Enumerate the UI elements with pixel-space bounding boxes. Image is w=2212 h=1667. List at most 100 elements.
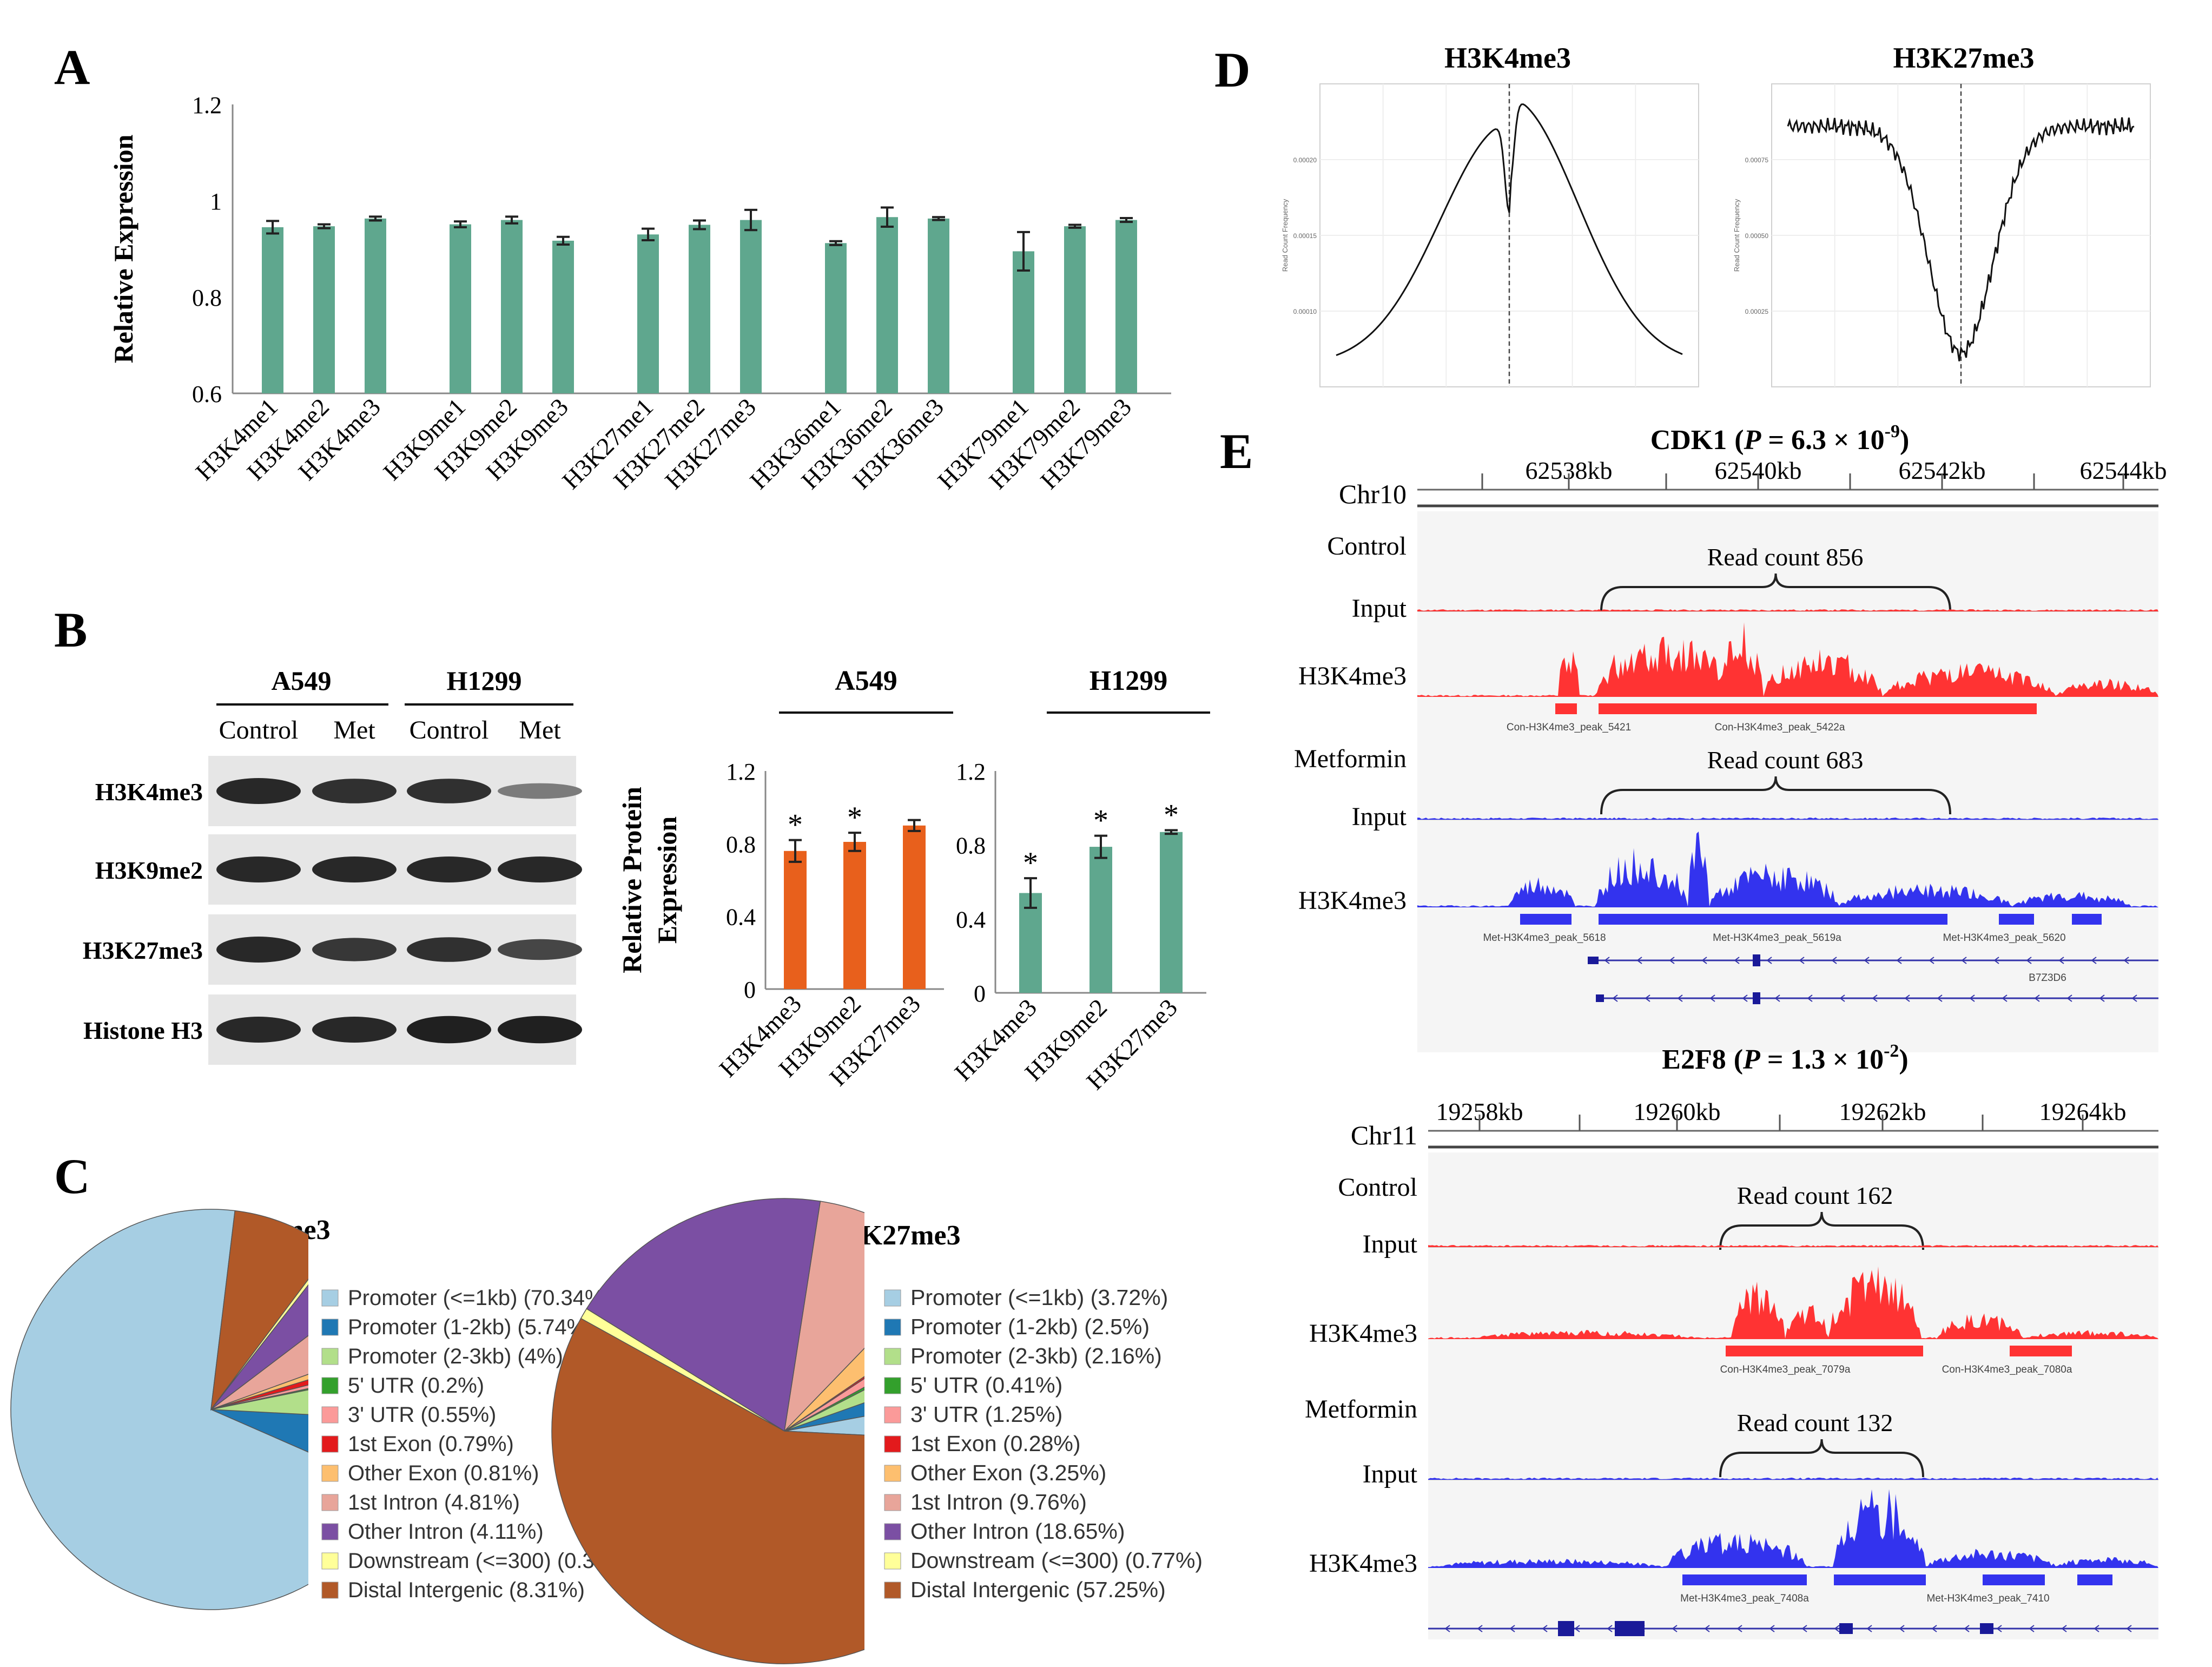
- bar: [1019, 893, 1042, 993]
- blot-condition-label: Control: [219, 716, 299, 744]
- gene-strand-arrow: [1509, 1625, 1515, 1632]
- legend-swatch: [321, 1319, 339, 1336]
- metformin-label: Metformin: [1294, 744, 1407, 773]
- pie-slice: [586, 1198, 821, 1432]
- h3k4me3-signal-metformin: [1428, 1489, 2158, 1568]
- blot-condition-label: Met: [519, 716, 561, 744]
- gene-strand-arrow: [1477, 1625, 1483, 1632]
- gene-strand-arrow: [1801, 1625, 1807, 1632]
- gene-strand-arrow: [1993, 957, 1999, 964]
- p-symbol: P: [1744, 425, 1762, 456]
- legend-label: Promoter (2-3kb) (4%): [348, 1345, 563, 1368]
- bar: [501, 220, 523, 393]
- profile-line: [1336, 103, 1683, 357]
- blot-band: [498, 856, 582, 882]
- gene-strand-arrow: [1636, 957, 1642, 964]
- legend-swatch: [321, 1552, 339, 1570]
- p-exponent: -9: [1885, 421, 1900, 442]
- chart-title: H1299: [1090, 666, 1167, 696]
- mark-label: H3K4me3: [1309, 1319, 1417, 1348]
- gene-strand-arrow: [2029, 1625, 2035, 1632]
- p-close: ): [1899, 1044, 1908, 1075]
- peak-label-metformin: Met-H3K4me3_peak_7408a: [1680, 1593, 1809, 1604]
- y-tick-label: 0: [974, 980, 986, 1007]
- significance-star: *: [1164, 798, 1179, 832]
- track-background: [1417, 511, 2158, 1052]
- gene-strand-arrow: [2026, 957, 2032, 964]
- gene-strand-arrow: [2131, 994, 2137, 1002]
- gene-strand-arrow: [2034, 994, 2040, 1002]
- gene-exon: [1753, 954, 1760, 966]
- mark-label: H3K4me3: [1298, 886, 1407, 915]
- blot-band: [312, 856, 397, 882]
- pie-slice: [210, 1389, 308, 1415]
- significance-star: *: [847, 801, 862, 834]
- panel-d-h3k27me3-profile: H3K27me3 0.00075 0.00050 0.00025 Read Count …: [1733, 42, 2151, 387]
- peak-label-control: Con-H3K4me3_peak_5422a: [1715, 722, 1845, 733]
- pie-slice: [783, 1201, 864, 1433]
- legend-swatch: [321, 1494, 339, 1511]
- chart-title: H3K4me3: [1444, 42, 1571, 74]
- p-value: = 6.3 × 10: [1761, 425, 1884, 456]
- legend-label: 5' UTR (0.2%): [348, 1374, 484, 1398]
- gene-model-label: B7Z3D6: [2029, 972, 2066, 984]
- blot-band: [407, 937, 491, 962]
- y-tick-label: 0.6: [192, 381, 222, 407]
- blot-band: [216, 937, 301, 963]
- legend-label: Downstream (<=300) (0.34: [348, 1549, 606, 1573]
- legend-swatch: [321, 1377, 339, 1394]
- peak-bar-metformin: [2077, 1574, 2112, 1585]
- read-count-label: Read count 132: [1737, 1409, 1893, 1437]
- gene-strand-arrow: [1807, 994, 1813, 1002]
- gene-title: CDK1 (P = 6.3 × 10-9): [1650, 421, 1910, 456]
- legend-label: Distal Intergenic (8.31%): [348, 1578, 585, 1602]
- panel-label-c: C: [54, 1149, 90, 1204]
- blot-row-label: H3K9me2: [95, 856, 203, 884]
- blot-band: [407, 856, 491, 882]
- panel-d-h3k4me3-profile: H3K4me3 0.00020 0.00015 0.00010 Read Count F…: [1281, 42, 1699, 387]
- pie-slice: [10, 1209, 308, 1610]
- gene-strand-arrow: [2091, 957, 2097, 964]
- gene-exon: [1588, 957, 1599, 964]
- legend-swatch: [884, 1289, 901, 1307]
- peak-bar-metformin: [1999, 914, 2034, 925]
- p-open: (: [1734, 1044, 1743, 1075]
- gene-strand-arrow: [1672, 1625, 1678, 1632]
- peak-label-control: Con-H3K4me3_peak_7079a: [1720, 1364, 1851, 1375]
- peak-bar-control: [1726, 1346, 1923, 1356]
- legend-label: Other Intron (18.65%): [910, 1519, 1125, 1544]
- peak-bar-metformin: [2072, 914, 2102, 925]
- legend-label: Other Intron (4.11%): [348, 1520, 544, 1544]
- gene-exon: [1615, 1621, 1645, 1636]
- bar: [552, 240, 574, 393]
- gene-strand-arrow: [1929, 957, 1934, 964]
- legend-label: Promoter (2-3kb) (2.16%): [910, 1343, 1162, 1368]
- h3k4me3-signal-control: [1417, 622, 2158, 697]
- legend-swatch: [321, 1406, 339, 1424]
- gene-strand-arrow: [2094, 1625, 2099, 1632]
- significance-star: *: [1093, 804, 1108, 838]
- peak-bar-metformin: [1599, 914, 1947, 925]
- legend-label: Other Exon (0.81%): [348, 1461, 539, 1485]
- legend-label: Promoter (<=1kb) (70.34%: [348, 1286, 604, 1310]
- y-tick-label: 0.8: [956, 833, 986, 859]
- gene-strand-arrow: [1931, 1625, 1937, 1632]
- legend-label: 1st Exon (0.79%): [348, 1432, 514, 1456]
- gene-strand-arrow: [2123, 957, 2129, 964]
- blot-band: [216, 856, 301, 882]
- legend-label: 1st Intron (4.81%): [348, 1491, 520, 1514]
- y-tick-label: 0.8: [726, 831, 756, 858]
- y-tick-label: 0.00050: [1745, 232, 1769, 240]
- legend-label: 1st Exon (0.28%): [910, 1431, 1081, 1456]
- gene-exon: [1753, 992, 1760, 1004]
- bar: [450, 224, 471, 393]
- p-close: ): [1900, 425, 1909, 456]
- legend-swatch: [884, 1582, 901, 1599]
- panel-b-western-blot: A549 H1299 Control Met Control Met H3K4me3 H3K9…: [83, 666, 582, 1065]
- chromosome-label: Chr11: [1351, 1120, 1417, 1150]
- input-signal-control: [1417, 609, 2158, 611]
